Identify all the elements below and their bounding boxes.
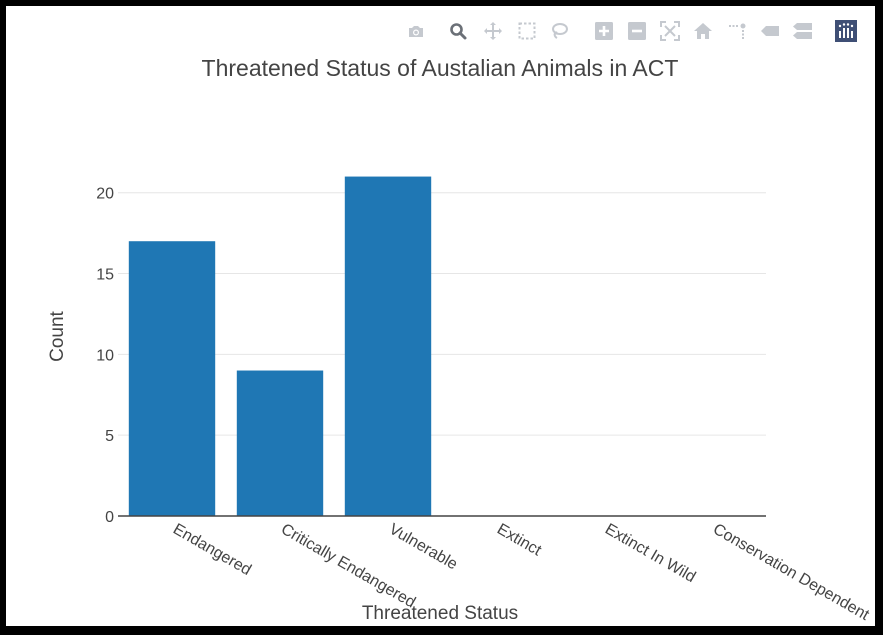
box-select-icon: [518, 22, 536, 40]
y-tick-label: 15: [96, 267, 114, 284]
chart-title: Threatened Status of Austalian Animals i…: [202, 55, 679, 81]
reset-axes-button[interactable]: [692, 20, 714, 42]
x-tick-labels: Endangered Critically EndangeredVulnerabl…: [170, 521, 872, 625]
spike-lines-button[interactable]: [726, 20, 748, 42]
pan-arrows-icon: [484, 22, 502, 40]
x-axis-title: Threatened Status: [362, 603, 518, 624]
x-tick-label: Extinct: [494, 521, 545, 560]
spikelines-icon: [729, 23, 746, 40]
bars: [128, 176, 432, 516]
minus-square-icon: [628, 22, 646, 40]
y-axis-title: Count: [47, 310, 68, 361]
bar-endangered[interactable]: [128, 241, 216, 516]
home-icon: [694, 23, 712, 39]
lasso-select-button[interactable]: [548, 20, 570, 42]
box-select-button[interactable]: [516, 20, 538, 42]
plus-square-icon: [595, 22, 613, 40]
hover-closest-button[interactable]: [759, 20, 781, 42]
zoom-out-button[interactable]: [626, 20, 648, 42]
camera-icon: [409, 26, 423, 37]
y-tick-label: 5: [105, 428, 114, 445]
y-tick-label: 0: [105, 509, 114, 526]
bar-chart: Threatened Status of Austalian Animals i…: [47, 55, 872, 625]
y-tick-label: 20: [96, 186, 114, 203]
plot-container: Threatened Status of Austalian Animals i…: [6, 6, 875, 626]
bar-vulnerable[interactable]: [344, 176, 432, 516]
tag-icon: [761, 26, 779, 36]
y-tick-labels: 0 5 10 15 20: [96, 186, 114, 526]
zoom-button[interactable]: [447, 20, 469, 42]
autoscale-button[interactable]: [659, 20, 681, 42]
y-tick-label: 10: [96, 347, 114, 364]
pan-button[interactable]: [482, 20, 504, 42]
autoscale-icon: [660, 21, 680, 41]
bar-critically-endangered[interactable]: [236, 370, 324, 516]
lasso-icon: [552, 23, 568, 39]
x-tick-label: Endangered: [170, 521, 254, 579]
x-tick-label: Conservation Dependent: [710, 521, 872, 625]
tags-icon: [793, 23, 812, 39]
hover-compare-button[interactable]: [792, 20, 814, 42]
download-png-button[interactable]: [405, 20, 427, 42]
x-tick-label: Extinct In Wild: [602, 521, 698, 586]
x-tick-label: Vulnerable: [386, 521, 460, 574]
modebar: [6, 6, 875, 46]
plotly-logo-icon: [835, 20, 857, 42]
zoom-in-button[interactable]: [593, 20, 615, 42]
gridlines: [118, 192, 766, 436]
plotly-logo-button[interactable]: [835, 20, 857, 42]
magnifier-icon: [450, 23, 467, 40]
